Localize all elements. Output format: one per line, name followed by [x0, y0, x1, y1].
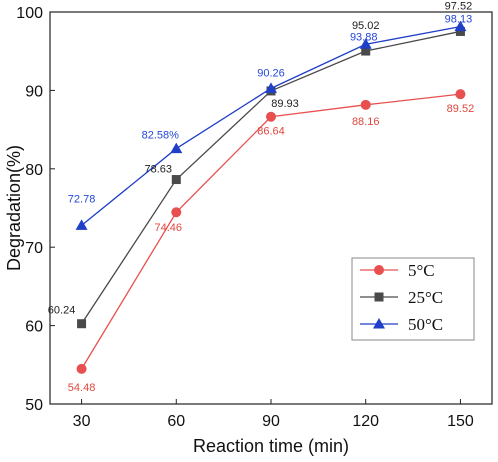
y-tick-label: 70 — [25, 240, 43, 257]
data-point — [266, 111, 276, 122]
data-label: 74.46 — [155, 222, 183, 234]
y-tick-label: 60 — [25, 319, 43, 336]
data-label: 82.58% — [142, 130, 180, 142]
data-point — [359, 38, 372, 49]
x-axis-title: Reaction time (min) — [193, 436, 349, 456]
data-point — [75, 219, 88, 230]
legend-marker — [374, 265, 384, 275]
series-layer — [75, 20, 467, 374]
legend-marker — [374, 292, 384, 302]
data-point — [454, 20, 467, 32]
data-label: 93.88 — [350, 31, 378, 43]
data-point — [171, 207, 182, 218]
data-label: 89.52 — [447, 103, 475, 115]
x-tick-label: 150 — [447, 413, 474, 430]
data-point — [360, 99, 371, 110]
data-label: 89.93 — [271, 98, 299, 110]
y-tick-label: 50 — [25, 397, 43, 414]
x-tick-label: 60 — [167, 413, 185, 430]
legend-box — [351, 257, 475, 341]
series-triangle — [75, 20, 467, 230]
data-label: 90.26 — [257, 67, 285, 79]
y-tick-label: 80 — [25, 162, 43, 179]
legend-marker — [373, 318, 385, 329]
x-tick-label: 30 — [73, 413, 91, 430]
data-point — [361, 46, 371, 56]
data-labels: 54.48 74.46 86.64 88.16 89.52 60.24 78.63 89.93… — [48, 0, 474, 393]
legend: 5°C 25°C 50°C — [351, 257, 475, 341]
data-point — [170, 142, 183, 154]
y-tick-label: 100 — [16, 5, 43, 22]
data-point — [455, 26, 465, 36]
data-label: 54.48 — [68, 382, 96, 394]
x-tick-label: 120 — [352, 413, 379, 430]
data-label: 95.02 — [352, 20, 380, 32]
data-label: 88.16 — [352, 116, 380, 128]
data-label: 86.64 — [257, 126, 285, 138]
axes: 30 60 90 120 150 50 60 70 80 90 100 — [16, 5, 474, 430]
data-point — [76, 363, 87, 374]
data-label: 60.24 — [48, 305, 76, 317]
series-circle — [76, 89, 466, 374]
data-label: 78.63 — [145, 164, 173, 176]
data-point — [171, 175, 181, 185]
data-label: 72.78 — [68, 193, 96, 205]
legend-label: 5°C — [408, 261, 435, 280]
legend-label: 25°C — [408, 288, 443, 307]
data-label: 98.13 — [445, 14, 473, 26]
y-axis-title: Degradation(%) — [4, 145, 24, 271]
data-label: 97.52 — [445, 0, 473, 12]
data-point — [265, 82, 277, 93]
y-tick-label: 90 — [25, 83, 43, 100]
legend-label: 50°C — [408, 315, 443, 334]
data-point — [77, 319, 87, 329]
data-point — [455, 89, 466, 100]
x-tick-label: 90 — [262, 413, 280, 430]
